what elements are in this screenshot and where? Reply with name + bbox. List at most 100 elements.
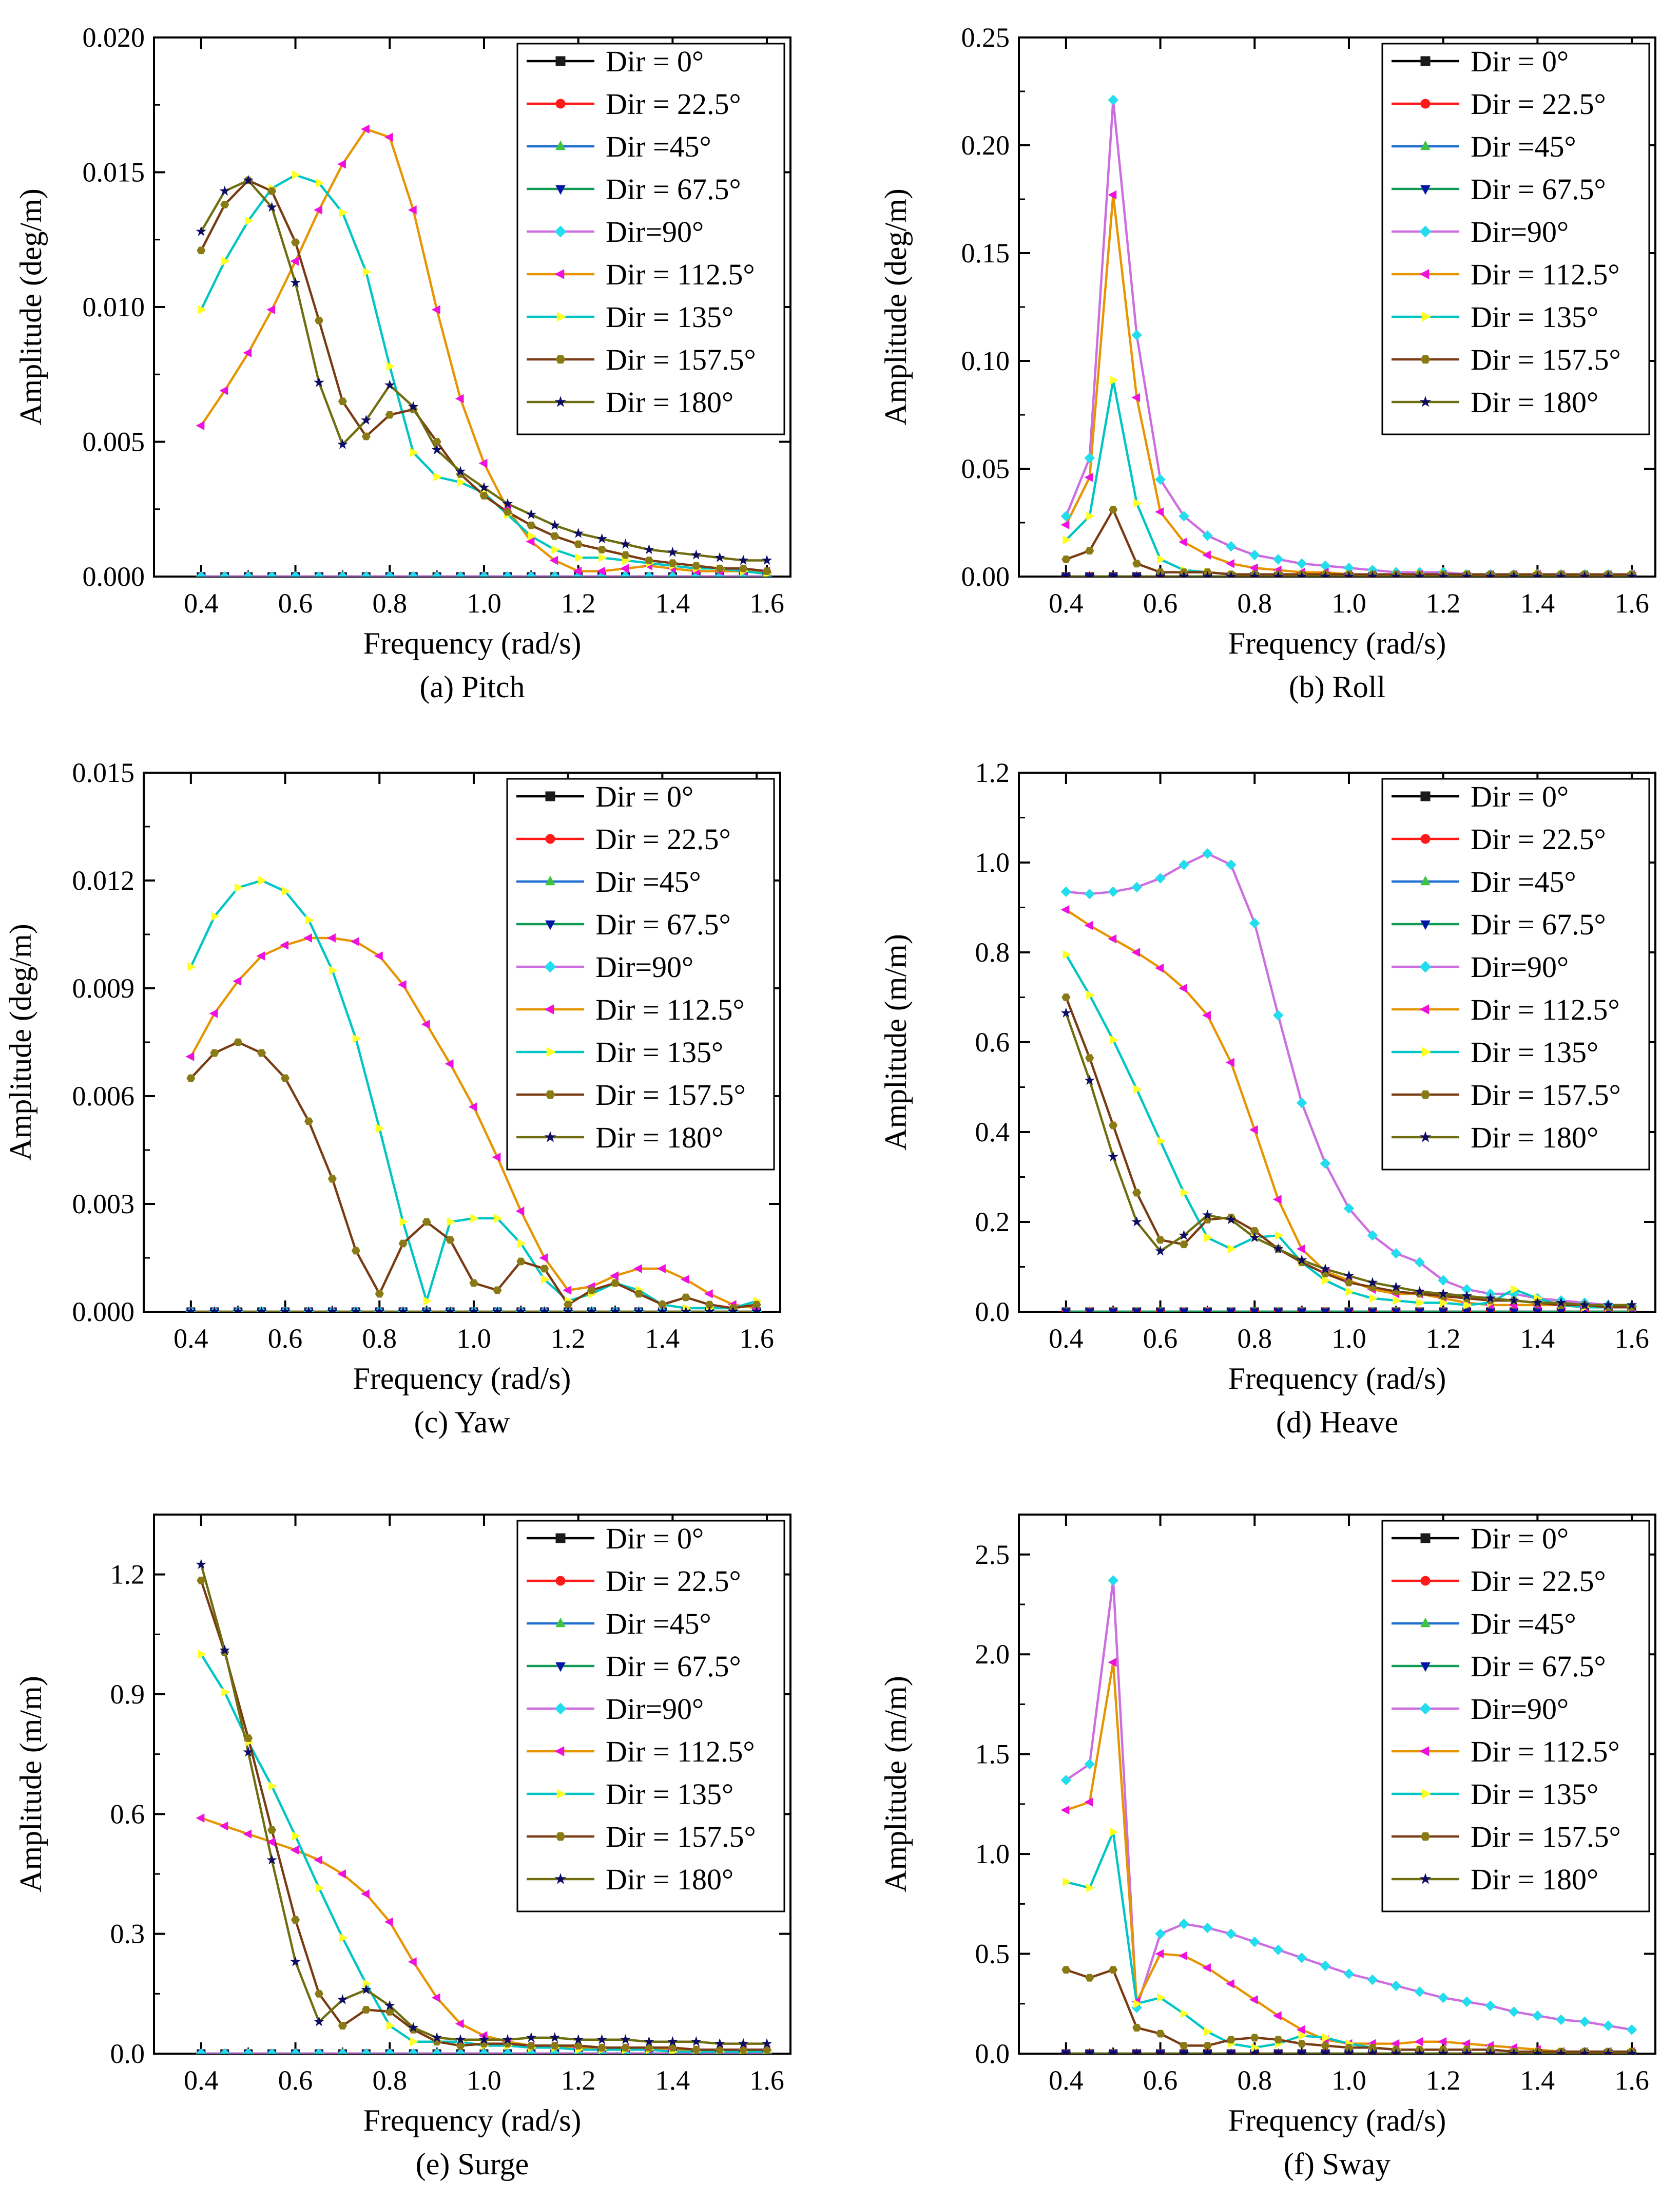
data-point [1155,1308,1165,1312]
data-point [550,532,559,540]
y-tick-label: 2.5 [975,1539,1010,1570]
y-tick-label: 0.8 [975,937,1010,968]
legend-swatch-marker [1419,396,1432,407]
data-point [1275,1231,1284,1240]
data-point [1084,2048,1095,2054]
legend: Dir = 0° Dir = 22.5° Dir =45° Dir = 67.5° Di… [1381,43,1650,435]
data-point [1579,2048,1590,2054]
data-point [515,1207,525,1216]
y-tick-label: 1.0 [975,847,1010,878]
chart-panel-yaw: 0.4 0.6 0.8 1.0 1.2 1.4 1.6 0.000 0.003 0.006 0.00… [4,757,781,1439]
data-point [1109,1121,1118,1130]
data-point [447,1217,456,1227]
data-point [220,201,229,208]
data-point [539,1306,550,1312]
data-point [1579,571,1590,577]
legend-entry: Dir = 112.5° [606,1735,755,1768]
data-point [1060,2048,1072,2054]
legend-swatch-marker [555,1832,566,1841]
legend-box [516,43,785,435]
legend-swatch-marker [1420,791,1431,801]
data-point [266,1854,277,1865]
data-point [550,2042,559,2050]
legend-entry: Dir =45° [606,130,711,163]
legend-entry: Dir = 67.5° [606,173,741,206]
y-tick-label: 0.006 [72,1081,135,1112]
data-point [620,564,629,573]
data-point [1155,571,1166,577]
data-point [574,540,583,548]
legend-entry: Dir = 112.5° [1471,993,1620,1026]
data-point [1414,2048,1425,2054]
data-point [1226,1979,1234,1988]
legend-swatch-marker [1419,1131,1432,1142]
data-point [1415,1308,1424,1312]
data-point [455,2019,464,2028]
data-point [446,1236,455,1244]
x-tick-label: 0.6 [268,1323,303,1354]
x-tick-label: 1.4 [1520,588,1555,619]
data-point [266,2048,277,2054]
data-point [455,571,466,577]
data-point [761,2038,773,2049]
data-point [243,175,254,185]
data-point [620,539,631,549]
legend-swatch-marker [1419,1004,1430,1015]
data-point [1272,554,1284,565]
legend-entry: Dir = 157.5° [1471,1820,1621,1853]
data-point [221,1688,230,1697]
data-point [268,1782,277,1791]
data-point [362,1979,372,1988]
data-point [621,551,630,559]
x-axis-title: Frequency (rad/s) [1228,1362,1446,1395]
data-point [292,170,301,180]
legend-box [516,1520,785,1912]
data-point [384,132,393,142]
data-point [431,2032,442,2042]
data-point [1108,1575,1119,1586]
legend-swatch-marker [555,355,566,364]
legend-swatch-marker [545,1090,555,1099]
data-point [1391,1281,1402,1292]
data-point [478,482,490,492]
data-point [233,977,242,986]
data-point [1249,917,1260,929]
data-point [1272,1010,1284,1021]
data-point [526,537,535,546]
data-point [410,448,419,457]
y-axis-title: Amplitude (m/m) [879,934,913,1151]
legend-entry: Dir = 0° [1471,45,1569,78]
data-point [1296,1244,1305,1254]
data-point [681,1306,691,1312]
legend-swatch-marker [544,961,556,973]
data-point [1296,1254,1307,1265]
legend-entry: Dir = 112.5° [606,258,755,291]
data-point [715,564,724,572]
y-tick-label: 0.003 [72,1189,135,1219]
data-point [1296,2025,1305,2035]
data-point [1391,571,1402,577]
x-tick-label: 0.8 [362,1323,397,1354]
data-point [327,1175,337,1183]
legend-swatch-marker [1420,185,1431,195]
data-point [431,571,442,577]
data-point [408,205,417,215]
data-point [1602,2048,1614,2054]
data-point [196,1813,205,1823]
legend-entry: Dir = 112.5° [1471,1735,1620,1768]
data-point [1626,2024,1637,2035]
plot-area [1060,1575,1637,2054]
data-point [478,2034,490,2044]
data-point [1249,1125,1258,1135]
legend-swatch-marker [1420,834,1431,844]
legend-entry: Dir = 180° [1471,1121,1598,1154]
data-point [290,1845,299,1855]
data-point [596,533,607,544]
data-point [1084,1797,1093,1807]
legend-entry: Dir = 180° [1471,1863,1598,1896]
data-point [1108,190,1117,200]
data-point [314,377,324,387]
data-point [303,1306,314,1312]
data-point [714,2038,725,2049]
data-point [410,2037,419,2046]
